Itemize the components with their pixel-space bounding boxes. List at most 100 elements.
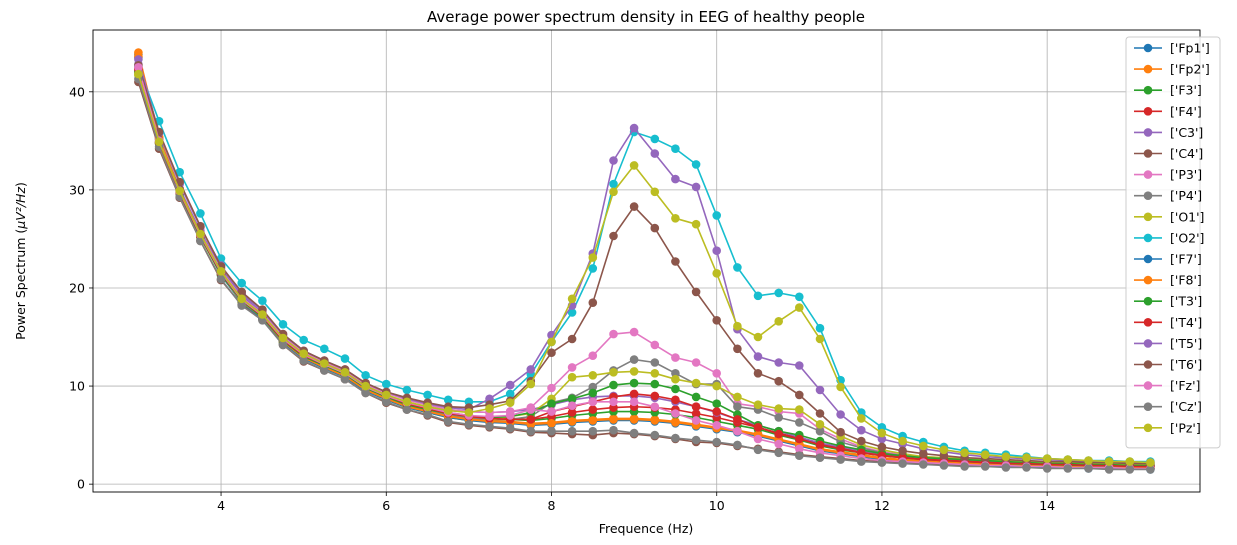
data-point (567, 334, 577, 344)
data-point (774, 439, 783, 449)
data-point (795, 292, 804, 302)
data-point (423, 390, 432, 400)
data-point (547, 419, 556, 428)
data-point (691, 402, 701, 412)
data-point (196, 209, 205, 218)
series-18 (134, 69, 1155, 467)
data-point (671, 433, 680, 443)
data-point (795, 418, 804, 427)
legend-marker (1143, 170, 1153, 179)
data-point (857, 425, 866, 435)
data-point (898, 446, 907, 456)
data-point (320, 344, 329, 354)
data-point (629, 327, 639, 337)
data-point (567, 417, 577, 426)
data-point (1084, 464, 1093, 473)
legend-label: ['T5'] (1170, 336, 1202, 351)
data-point (485, 404, 494, 413)
series-6 (134, 67, 1155, 469)
data-point (567, 401, 577, 411)
y-axis-title-close: ) (13, 182, 28, 187)
legend-label: ['F7'] (1170, 252, 1202, 267)
data-point (795, 361, 804, 370)
data-point (691, 182, 701, 192)
data-point (547, 383, 556, 393)
data-point (753, 332, 763, 342)
data-point (567, 372, 577, 382)
legend-entry: ['Pz'] (1134, 420, 1201, 435)
data-point (485, 394, 494, 404)
legend-label: ['T6'] (1170, 357, 1202, 372)
data-point (320, 366, 329, 375)
data-point (464, 408, 474, 417)
series-5 (134, 77, 1155, 473)
data-point (753, 291, 763, 301)
data-point (361, 371, 370, 380)
data-point (691, 435, 701, 445)
data-point (795, 434, 804, 444)
series-line (137, 67, 1151, 470)
legend-label: ['Fp1'] (1170, 41, 1210, 56)
data-point (629, 428, 639, 438)
data-point (877, 434, 887, 444)
data-point (815, 453, 825, 463)
data-point (361, 381, 370, 391)
data-point (836, 444, 845, 454)
data-point (650, 340, 660, 350)
data-point (629, 389, 639, 399)
legend-entry: ['Cz'] (1134, 399, 1202, 414)
data-point (443, 395, 453, 405)
data-point (299, 335, 309, 345)
x-axis-title: Frequence (Hz) (599, 521, 694, 536)
data-point (134, 55, 143, 64)
data-point (1022, 463, 1031, 472)
data-point (402, 405, 412, 414)
data-point (464, 420, 474, 429)
data-point (588, 382, 598, 392)
data-point (216, 274, 226, 284)
series-line (137, 64, 1151, 467)
data-point (960, 448, 969, 458)
data-point (671, 353, 680, 362)
y-axis-title: Power Spectrum (μV²/Hz) (13, 182, 28, 340)
data-point (877, 428, 887, 438)
plot-frame (92, 29, 1201, 493)
legend-entry: ['Fz'] (1134, 378, 1200, 393)
data-point (795, 451, 804, 461)
legend-entry: ['T3'] (1134, 294, 1202, 309)
data-point (815, 426, 825, 436)
legend-label: ['F3'] (1170, 83, 1202, 98)
data-point (650, 187, 660, 197)
legend-marker (1143, 423, 1153, 433)
data-point (980, 450, 990, 460)
data-point (733, 440, 742, 450)
data-point (733, 344, 742, 354)
data-point (712, 437, 721, 447)
data-point (774, 317, 783, 326)
data-point (857, 457, 866, 466)
data-point (691, 287, 701, 297)
legend-entry: ['F3'] (1134, 83, 1202, 98)
data-point (237, 294, 246, 304)
data-point (857, 414, 866, 423)
series-line (137, 59, 1151, 464)
data-point (588, 253, 598, 262)
legend-label: ['P4'] (1170, 188, 1202, 203)
legend-marker (1143, 107, 1153, 116)
legend-marker (1143, 43, 1153, 53)
y-tick-label: 10 (69, 379, 85, 394)
series-12 (134, 67, 1155, 470)
series-11 (134, 52, 1155, 473)
data-point (1125, 465, 1135, 474)
data-point (836, 382, 845, 392)
data-point (712, 407, 721, 416)
data-point (1042, 454, 1052, 463)
data-point (382, 390, 391, 400)
data-point (547, 337, 556, 347)
data-point (609, 368, 618, 377)
data-point (836, 410, 845, 419)
legend-entry: ['P3'] (1134, 167, 1202, 182)
legend-marker (1143, 275, 1153, 285)
data-point (691, 416, 701, 425)
